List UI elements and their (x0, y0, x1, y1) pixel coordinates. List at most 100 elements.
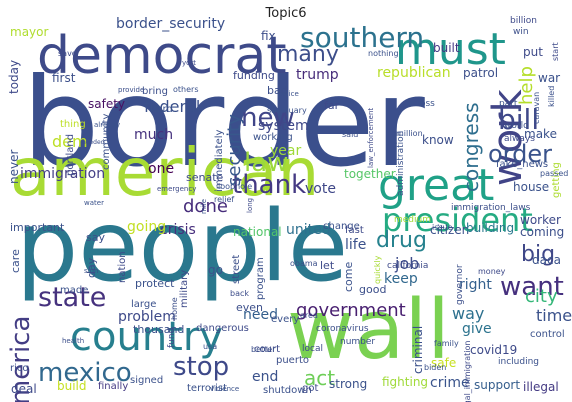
word-made: made (60, 285, 89, 296)
word-start: start (551, 42, 560, 61)
word-covid19: covid19 (470, 343, 518, 357)
word-puerto: puerto (276, 355, 309, 366)
word-always: always (504, 134, 535, 144)
word-war: war (538, 71, 561, 85)
word-every: every (271, 314, 300, 325)
word-stop: stop (173, 352, 230, 382)
word-fake-news: fake_news (496, 159, 549, 170)
word-right: right (459, 277, 492, 293)
word-job: job (395, 254, 420, 273)
word-coronavirus: coronavirus (316, 324, 369, 334)
word-illegal: illegal (523, 380, 559, 394)
word-quickly: quickly (373, 255, 382, 284)
word-drug: drug (376, 228, 427, 253)
word-criminal: criminal (411, 325, 425, 374)
word-time: time (536, 306, 572, 325)
word-state: state (38, 282, 107, 313)
word-country: country (70, 314, 223, 360)
word-change: change (323, 221, 360, 232)
word-act: act (304, 366, 336, 390)
word-signed: signed (130, 375, 164, 386)
word-administration: administration (396, 130, 406, 196)
word-immigration-laws: immigration_laws (451, 203, 531, 213)
word-million: million (396, 129, 423, 138)
word-thing: thing (60, 119, 86, 130)
word-order: order (488, 140, 552, 168)
word-must: must (395, 24, 506, 75)
word-street: street (231, 254, 242, 284)
word-home: home (170, 297, 179, 321)
word-already: already (94, 121, 121, 129)
word-today: today (7, 59, 21, 94)
word-loophole: loophole (218, 182, 253, 191)
word-great: great (378, 160, 495, 211)
word-house: house (513, 180, 550, 194)
word-built: built (433, 41, 460, 55)
word-need: need (243, 307, 278, 323)
word-give: give (462, 321, 492, 337)
word-close: close (186, 120, 194, 139)
word-usa: usa (203, 342, 218, 351)
word-keep: keep (384, 271, 418, 287)
word-control: control (530, 329, 565, 340)
word-obama: obama (290, 259, 318, 268)
word-funding: funding (233, 69, 275, 82)
figure-title: Topic6 (265, 6, 307, 21)
word-southern: southern (300, 21, 425, 54)
word-problem: problem (118, 309, 176, 325)
word-area: area (300, 311, 318, 320)
word-build: build (57, 379, 87, 393)
word-fix: fix (261, 29, 276, 43)
word-mile: mile (200, 198, 208, 214)
word-emergency: emergency (157, 185, 197, 193)
word-life: life (345, 237, 367, 253)
word-health: health (62, 337, 85, 345)
word-trump: trump (296, 67, 339, 83)
word-bring: bring (142, 86, 168, 97)
word-border: border (22, 52, 425, 194)
word-shutdown: shutdown (263, 385, 312, 396)
word-big: big (521, 242, 556, 267)
word-program: program (255, 257, 266, 300)
word-senate: senate (186, 171, 224, 184)
word-good: good (359, 283, 387, 296)
word-portland: portland (65, 133, 76, 176)
word-go: go (208, 263, 223, 277)
word-fund: fund (167, 327, 177, 348)
word-system: system (258, 118, 309, 134)
word-protect: protect (135, 277, 175, 290)
word-got: got (302, 383, 319, 394)
word-congress: congress (459, 102, 483, 192)
word-sanctuary: sanctuary (267, 106, 307, 115)
word-republican: republican (377, 65, 451, 81)
word-mayor: mayor (10, 25, 49, 39)
word-first: first (52, 71, 76, 85)
word-number: number (340, 337, 376, 347)
word-border-security: border_security (116, 16, 226, 32)
word-united: united (286, 222, 331, 238)
word-security: security (224, 114, 245, 187)
word-world: world (504, 121, 529, 131)
word-strong: strong (329, 377, 368, 391)
word-crime: crime (430, 375, 470, 391)
word-citizen: citizen (430, 223, 470, 237)
word-family: family (434, 339, 459, 348)
word-bad: bad (267, 84, 288, 97)
word-money: money (478, 267, 506, 276)
word-let: let (320, 259, 335, 272)
word-safe: safe (431, 356, 457, 370)
word-mexico: mexico (38, 358, 132, 388)
word-sign: sign (84, 267, 99, 275)
word-one: one (148, 161, 175, 177)
word-biden: biden (424, 363, 447, 372)
word-city: city (525, 286, 558, 307)
word-police: police (278, 90, 299, 98)
word-finally: finally (98, 381, 129, 392)
word-fighting: fighting (382, 375, 429, 389)
word-large: large (131, 299, 157, 310)
word-bill: bill (498, 103, 540, 136)
word-people: people (16, 190, 349, 304)
word-getting: getting (551, 162, 562, 198)
